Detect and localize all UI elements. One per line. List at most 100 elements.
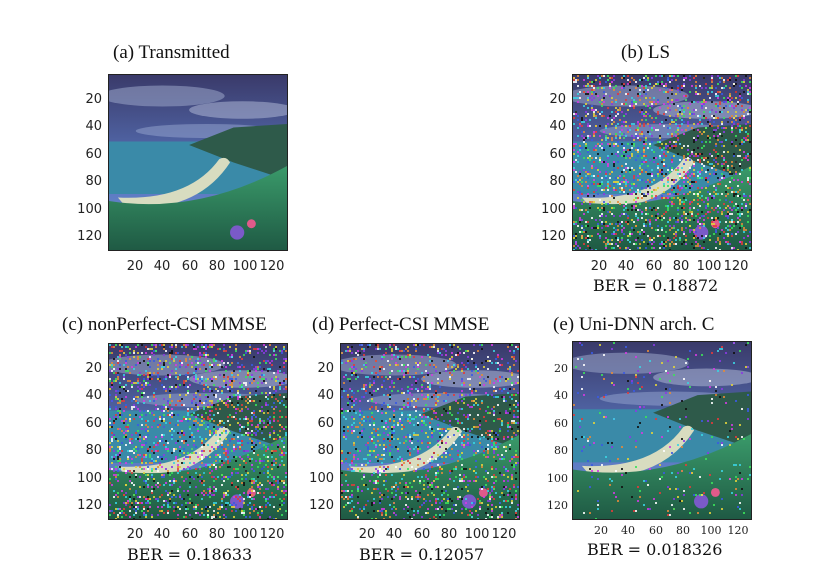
y-tick: 120 — [77, 498, 102, 513]
scene — [109, 75, 287, 250]
noise — [341, 344, 519, 519]
flower — [710, 488, 720, 497]
x-tick: 80 — [440, 527, 458, 542]
y-tick: 60 — [85, 416, 102, 431]
y-tick: 100 — [541, 202, 566, 217]
x-tick: 100 — [700, 524, 722, 537]
cloud — [189, 101, 287, 119]
flower — [462, 494, 477, 509]
x-tick: 120 — [491, 527, 517, 542]
y-tick: 100 — [77, 471, 102, 486]
image-perfect-csi-mmse — [340, 343, 520, 520]
noise — [573, 75, 751, 250]
y-tick: 80 — [85, 443, 102, 458]
y-tick: 40 — [549, 119, 566, 134]
x-tick: 100 — [232, 259, 258, 274]
beach — [349, 426, 463, 478]
x-tick: 20 — [126, 527, 144, 542]
x-tick: 20 — [126, 259, 144, 274]
x-tick: 20 — [594, 524, 608, 537]
x-tick: 120 — [259, 259, 285, 274]
x-tick: 40 — [621, 524, 635, 537]
cloud — [573, 352, 689, 374]
x-tick: 40 — [153, 527, 171, 542]
y-tick: 20 — [554, 362, 568, 375]
image-uni-dnn-arch-c — [572, 341, 752, 520]
y-tick: 80 — [85, 174, 102, 189]
y-tick: 20 — [85, 92, 102, 107]
panel-title: (d) Perfect-CSI MMSE — [312, 314, 490, 335]
x-tick: 80 — [676, 524, 690, 537]
y-tick: 20 — [317, 361, 334, 376]
panel-title: (a) Transmitted — [113, 42, 230, 63]
beach — [117, 426, 231, 478]
cloud — [109, 85, 225, 107]
x-tick: 120 — [727, 524, 749, 537]
image-transmitted — [108, 74, 288, 251]
y-tick: 20 — [85, 361, 102, 376]
y-tick: 40 — [554, 389, 568, 402]
x-tick: 100 — [696, 259, 722, 274]
x-tick: 60 — [649, 524, 663, 537]
y-tick: 100 — [77, 202, 102, 217]
panel-title: (b) LS — [621, 42, 671, 63]
y-tick: 60 — [317, 416, 334, 431]
y-tick: 100 — [309, 471, 334, 486]
x-tick: 40 — [153, 259, 171, 274]
ber-label: BER = 0.18633 — [127, 545, 253, 564]
y-tick: 120 — [547, 499, 568, 512]
y-tick: 120 — [309, 498, 334, 513]
panel-title: (c) nonPerfect-CSI MMSE — [62, 314, 267, 335]
y-tick: 40 — [317, 388, 334, 403]
y-tick: 20 — [549, 92, 566, 107]
y-tick: 80 — [554, 444, 568, 457]
scene — [573, 342, 751, 519]
beach — [117, 157, 231, 209]
panel-title: (e) Uni-DNN arch. C — [553, 314, 715, 335]
scene — [573, 75, 751, 250]
scene — [341, 344, 519, 519]
y-tick: 120 — [77, 229, 102, 244]
y-tick: 60 — [549, 147, 566, 162]
cliff — [189, 124, 287, 180]
x-tick: 80 — [672, 259, 690, 274]
x-tick: 20 — [590, 259, 608, 274]
x-tick: 60 — [181, 259, 199, 274]
y-tick: 100 — [547, 472, 568, 485]
x-tick: 40 — [385, 527, 403, 542]
flower — [694, 494, 709, 509]
image-ls — [572, 74, 752, 251]
x-tick: 100 — [464, 527, 490, 542]
noise — [573, 342, 751, 519]
ber-label: BER = 0.018326 — [587, 540, 723, 559]
x-tick: 80 — [208, 527, 226, 542]
x-tick: 40 — [617, 259, 635, 274]
x-tick: 20 — [358, 527, 376, 542]
x-tick: 120 — [259, 527, 285, 542]
flower — [230, 225, 245, 240]
y-tick: 40 — [85, 119, 102, 134]
ber-label: BER = 0.12057 — [359, 545, 485, 564]
noise — [109, 344, 287, 519]
image-nonperfect-csi-mmse — [108, 343, 288, 520]
y-tick: 80 — [317, 443, 334, 458]
beach — [581, 425, 695, 477]
flower — [478, 488, 488, 498]
x-tick: 120 — [723, 259, 749, 274]
ber-label: BER = 0.18872 — [593, 276, 719, 295]
scene — [109, 344, 287, 519]
cloud — [653, 368, 751, 387]
x-tick: 80 — [208, 259, 226, 274]
y-tick: 40 — [85, 388, 102, 403]
y-tick: 60 — [85, 147, 102, 162]
y-tick: 80 — [549, 174, 566, 189]
x-tick: 100 — [232, 527, 258, 542]
cliff — [653, 391, 751, 449]
x-tick: 60 — [413, 527, 431, 542]
flower — [246, 219, 256, 229]
flower — [694, 225, 709, 240]
y-tick: 120 — [541, 229, 566, 244]
y-tick: 60 — [554, 417, 568, 430]
x-tick: 60 — [181, 527, 199, 542]
x-tick: 60 — [645, 259, 663, 274]
